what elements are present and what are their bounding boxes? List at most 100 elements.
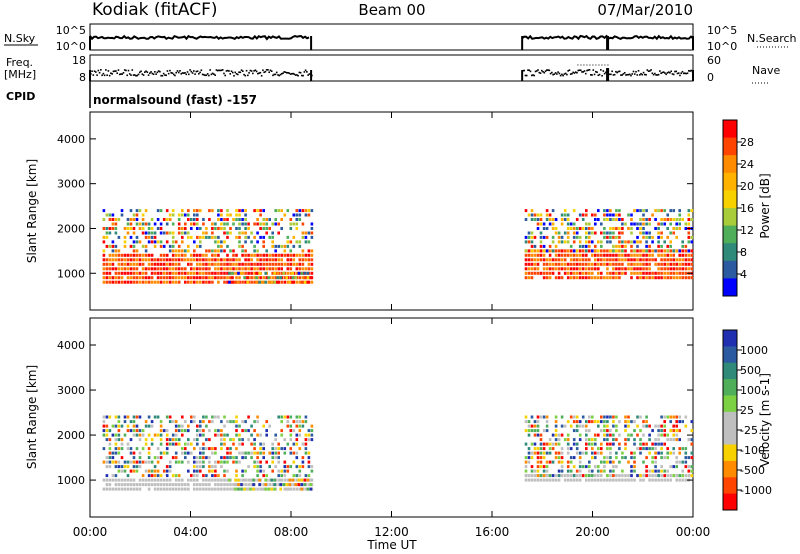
range-gate-cell [657, 249, 660, 253]
range-gate-cell [126, 478, 130, 482]
range-gate-cell [217, 478, 220, 482]
range-gate-cell [283, 474, 287, 478]
range-gate-cell [657, 267, 660, 271]
range-gate-cell [663, 474, 666, 478]
range-gate-cell [256, 258, 259, 262]
freq-point [567, 70, 569, 72]
range-gate-cell [310, 424, 314, 428]
range-gate-cell [138, 429, 142, 433]
range-gate-cell [196, 460, 199, 464]
range-gate-cell [235, 218, 238, 221]
range-gate-cell [274, 249, 277, 253]
range-gate-cell [569, 262, 573, 266]
range-gate-cell [657, 429, 660, 433]
range-gate-cell [108, 465, 112, 469]
range-gate-cell [162, 429, 166, 433]
range-gate-cell [256, 474, 259, 478]
range-gate-cell [609, 262, 612, 266]
range-gate-cell [132, 271, 136, 275]
range-gate-cell [250, 433, 253, 437]
range-gate-cell [557, 276, 561, 280]
freq-point [578, 69, 581, 71]
range-gate-cell [217, 227, 220, 230]
range-gate-cell [572, 240, 576, 244]
range-gate-cell [609, 478, 612, 482]
range-gate-cell [666, 253, 669, 257]
range-gate-cell [129, 271, 133, 275]
range-gate-cell [585, 258, 588, 262]
range-gate-cell [174, 487, 178, 491]
range-gate-cell [171, 487, 175, 491]
range-gate-cell [651, 442, 654, 446]
range-gate-cell [642, 433, 645, 437]
range-gate-cell [187, 460, 190, 464]
range-gate-cell [274, 244, 277, 248]
nsky-tick-bottom: 10^0 [56, 40, 86, 53]
range-gate-cell [280, 433, 283, 437]
range-gate-cell [533, 433, 537, 437]
range-gate-cell [256, 218, 259, 221]
range-gate-cell [256, 487, 259, 491]
range-gate-cell [566, 451, 570, 455]
range-gate-cell [575, 415, 579, 419]
range-gate-cell [642, 474, 645, 478]
range-gate-cell [253, 235, 256, 239]
range-gate-cell [560, 258, 564, 262]
range-gate-cell [588, 438, 591, 442]
range-gate-cell [153, 271, 157, 275]
range-gate-cell [129, 451, 133, 455]
range-gate-cell [660, 271, 663, 275]
range-gate-cell [217, 262, 220, 266]
range-gate-cell [642, 213, 645, 217]
range-gate-cell [117, 235, 121, 239]
range-gate-cell [575, 474, 579, 478]
freq-point [162, 72, 165, 75]
range-gate-cell [597, 209, 600, 213]
range-gate-cell [572, 429, 576, 433]
range-gate-cell [184, 280, 187, 284]
range-gate-cell [208, 478, 211, 482]
range-gate-cell [681, 258, 684, 262]
range-gate-cell [554, 262, 558, 266]
range-gate-cell [228, 271, 231, 275]
range-gate-cell [259, 447, 262, 451]
range-gate-cell [666, 469, 669, 473]
freq-point [115, 70, 117, 72]
range-gate-cell [310, 429, 314, 433]
range-gate-cell [162, 478, 166, 482]
range-gate-cell [117, 429, 121, 433]
range-gate-cell [289, 262, 293, 266]
range-gate-cell [196, 478, 199, 482]
range-gate-cell [524, 442, 528, 446]
range-gate-cell [545, 213, 549, 217]
range-gate-cell [303, 276, 307, 280]
range-gate-cell [292, 487, 296, 491]
freq-point [566, 73, 568, 76]
range-gate-cell [135, 262, 139, 266]
range-gate-cell [165, 469, 169, 473]
range-gate-cell [174, 460, 178, 464]
range-gate-cell [144, 483, 148, 487]
range-gate-cell [536, 420, 540, 424]
y-tick-label: 2000 [57, 429, 85, 442]
range-gate-cell [217, 253, 220, 257]
range-gate-cell [138, 209, 142, 213]
range-gate-cell [135, 483, 139, 487]
range-gate-cell [666, 456, 669, 460]
range-gate-cell [566, 478, 570, 482]
range-gate-cell [196, 227, 199, 230]
range-gate-cell [609, 474, 612, 478]
range-gate-cell [162, 276, 166, 280]
range-gate-cell [283, 253, 287, 257]
range-gate-cell [545, 249, 549, 253]
range-gate-cell [187, 262, 190, 266]
range-gate-cell [657, 222, 660, 226]
range-gate-cell [108, 442, 112, 446]
range-gate-cell [249, 478, 252, 482]
range-gate-cell [563, 438, 567, 442]
range-gate-cell [615, 267, 618, 271]
range-gate-cell [675, 460, 678, 464]
range-gate-cell [108, 231, 112, 235]
range-gate-cell [678, 262, 681, 266]
